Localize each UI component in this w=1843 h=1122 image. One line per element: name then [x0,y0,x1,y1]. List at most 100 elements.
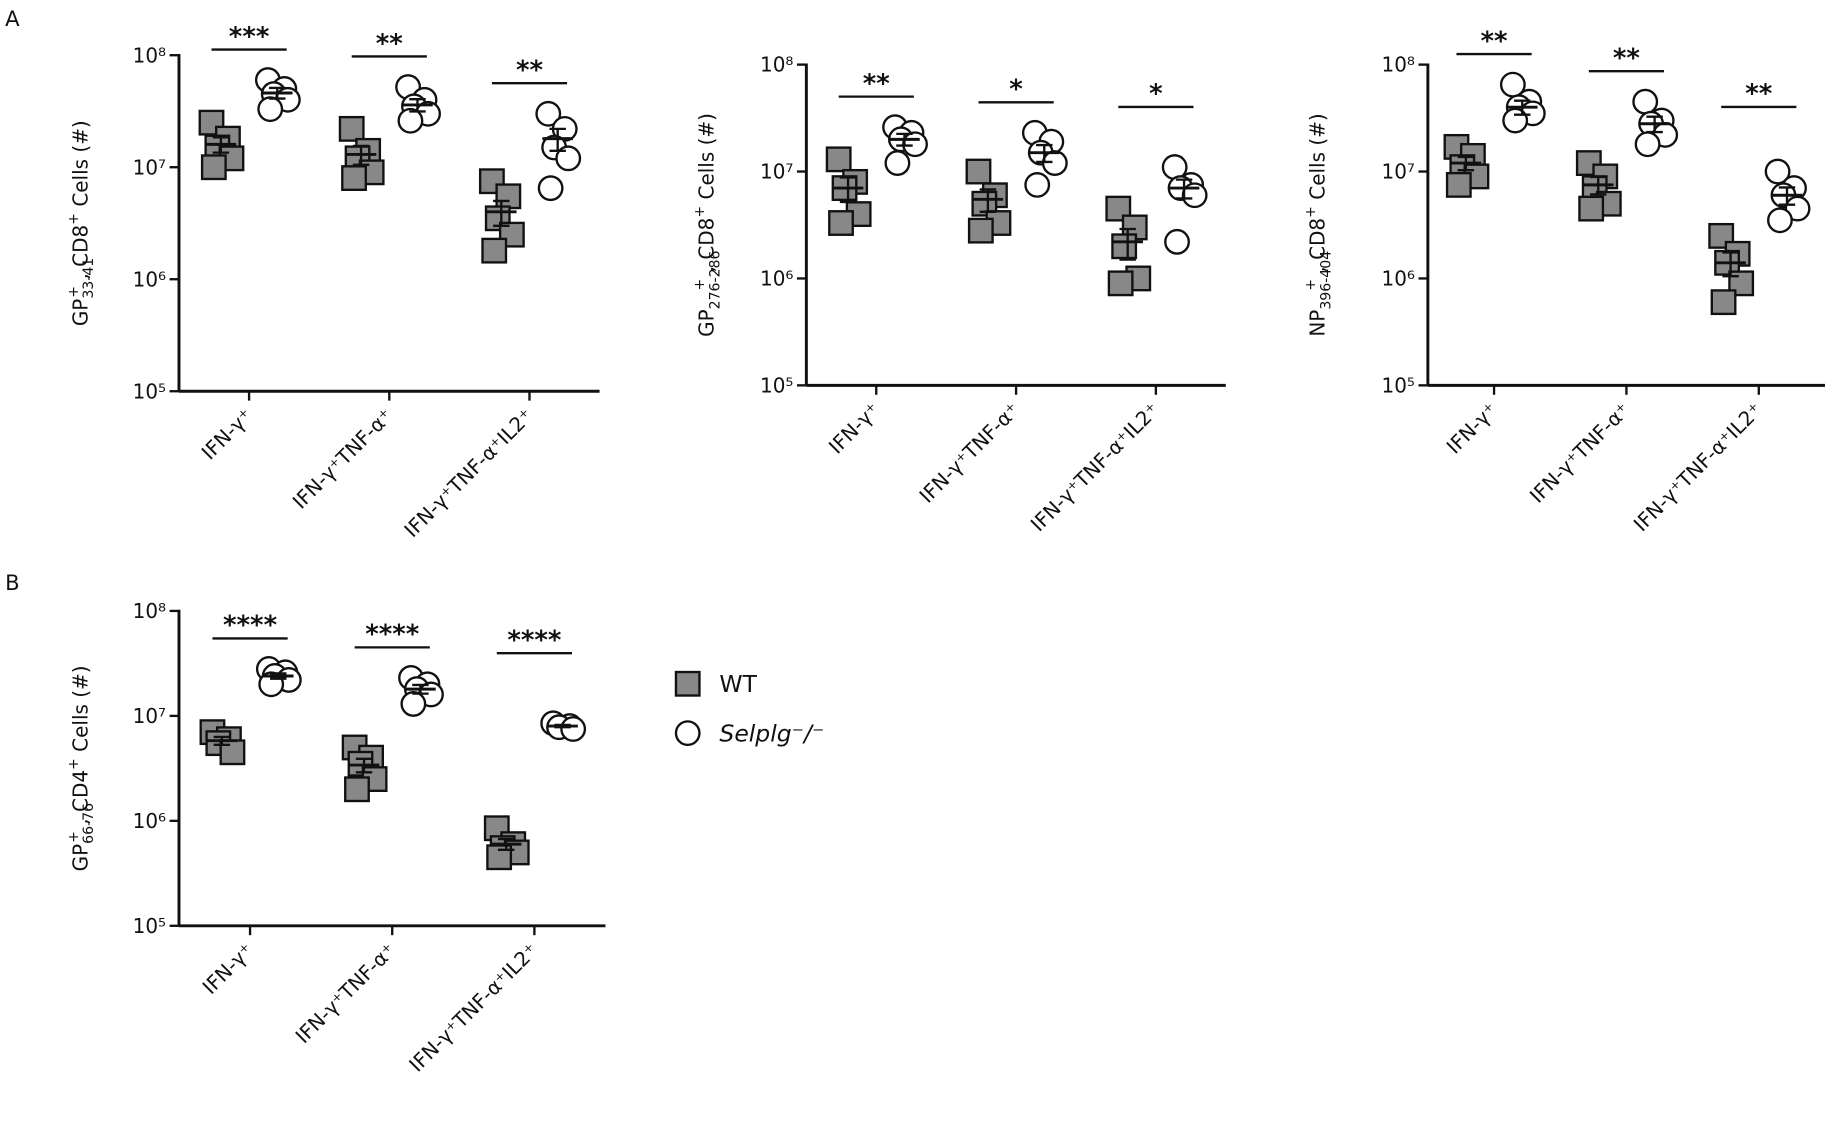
point [1111,233,1138,260]
significance-label: ** [1745,79,1772,109]
point [1107,270,1134,297]
y-tick-label: 10⁸ [133,43,166,67]
significance-label: **** [365,620,419,650]
y-tick-label: 10⁸ [1382,53,1415,77]
y-axis-label-part: + [66,286,82,298]
point [1445,171,1472,198]
point [828,210,854,236]
y-axis-label-part: Cells (#) [68,120,92,213]
point [1105,195,1132,222]
significance-label: ** [863,69,890,99]
y-axis-label-part: + [66,758,82,770]
point [397,107,424,134]
y-axis-label-part: + [1303,279,1319,291]
y-tick-label: 10⁷ [760,160,793,184]
point [1710,289,1737,316]
y-axis-label-part: , CD8 [695,218,719,279]
x-tick-label: IFN-γ⁺ [1442,398,1503,459]
y-axis-label-part: Cells (#) [695,113,719,206]
y-axis-label-part: + [66,213,82,225]
y-tick-label: 10⁶ [133,267,166,291]
significance-label: * [1009,75,1023,105]
x-tick-label: IFN-γ⁺TNF-α⁺IL2⁺ [1629,398,1767,536]
point [560,716,587,742]
significance-label: * [1149,79,1163,109]
significance-label: **** [223,611,277,641]
point [200,154,227,181]
y-axis-label-part: , CD8 [68,225,92,286]
y-tick-label: 10⁷ [133,155,166,179]
x-tick-label: IFN-γ⁺TNF-α⁺IL2⁺ [399,404,537,542]
y-tick-label: 10⁵ [133,914,166,938]
point [257,96,284,123]
y-axis-label-part: 33-41 [81,258,97,299]
y-axis-label-part: + [66,831,82,843]
x-tick-label: IFN-γ⁺TNF-α⁺ [288,404,398,514]
point [1024,171,1051,198]
y-axis-label-part: , CD4 [68,770,92,831]
y-tick-label: 10⁵ [133,379,166,403]
point [555,145,582,172]
y-tick-label: 10⁷ [1382,160,1415,184]
panel-label: A [5,6,20,31]
y-axis-label: GP276-286+ , CD8+ Cells (#) [692,113,723,337]
point [884,150,911,176]
point [1767,207,1793,234]
point [1764,158,1791,185]
y-axis-label-part: 276-286 [707,251,723,310]
y-axis-label-part: GP [68,844,92,872]
panel-label: B [5,570,20,595]
legend-label: Selplg⁻/⁻ [719,719,824,747]
y-tick-label: 10⁵ [760,373,793,397]
point [965,158,992,185]
x-tick-label: IFN-γ⁺TNF-α⁺ [1525,398,1635,508]
point [1164,228,1190,255]
point [1578,195,1605,222]
y-axis-label-part: + [692,206,708,218]
legend-marker [674,670,701,697]
point [1632,88,1659,115]
y-axis-label: GP33-41+ , CD8+ Cells (#) [66,120,97,326]
significance-label: ** [1481,26,1508,56]
y-tick-label: 10⁶ [133,809,166,833]
y-axis-label-part: 396-404 [1318,251,1334,310]
point [1784,195,1811,222]
significance-label: **** [507,626,561,656]
x-tick-label: IFN-γ⁺TNF-α⁺ [914,398,1024,508]
y-axis-label-part: GP [68,299,92,327]
significance-label: *** [229,22,270,52]
y-axis-label-part: 66-76 [81,803,97,844]
legend-label: WT [719,670,757,698]
x-tick-label: IFN-γ⁺TNF-α⁺IL2⁺ [1026,398,1164,536]
point [481,237,508,264]
point [825,146,852,173]
significance-label: ** [516,56,543,86]
x-tick-label: IFN-γ⁺TNF-α⁺IL2⁺ [404,938,542,1076]
point [902,131,928,158]
point [400,691,427,717]
x-tick-label: IFN-γ⁺ [198,938,259,999]
y-tick-label: 10⁶ [1382,266,1415,290]
x-tick-label: IFN-γ⁺ [197,404,258,465]
point [535,100,562,127]
y-tick-label: 10⁸ [133,599,166,623]
point [1634,131,1661,158]
y-axis-label-part: + [692,279,708,291]
y-axis-label-part: + [1303,206,1319,218]
significance-label: ** [376,29,403,59]
y-axis-label-part: Cells (#) [68,665,92,758]
point [338,115,365,142]
y-axis-label: NP396-404+ , CD8+ Cells (#) [1303,113,1334,336]
y-tick-label: 10⁸ [760,53,793,77]
x-tick-label: IFN-γ⁺TNF-α⁺ [291,938,401,1048]
significance-label: ** [1613,43,1640,73]
point [341,165,367,192]
y-tick-label: 10⁶ [760,266,793,290]
y-axis-label-part: NP [1305,310,1329,337]
x-tick-label: IFN-γ⁺ [824,398,885,459]
y-axis-label-part: GP [695,309,719,337]
y-axis-label-part: Cells (#) [1305,113,1329,206]
point [344,776,370,803]
point [537,175,564,202]
